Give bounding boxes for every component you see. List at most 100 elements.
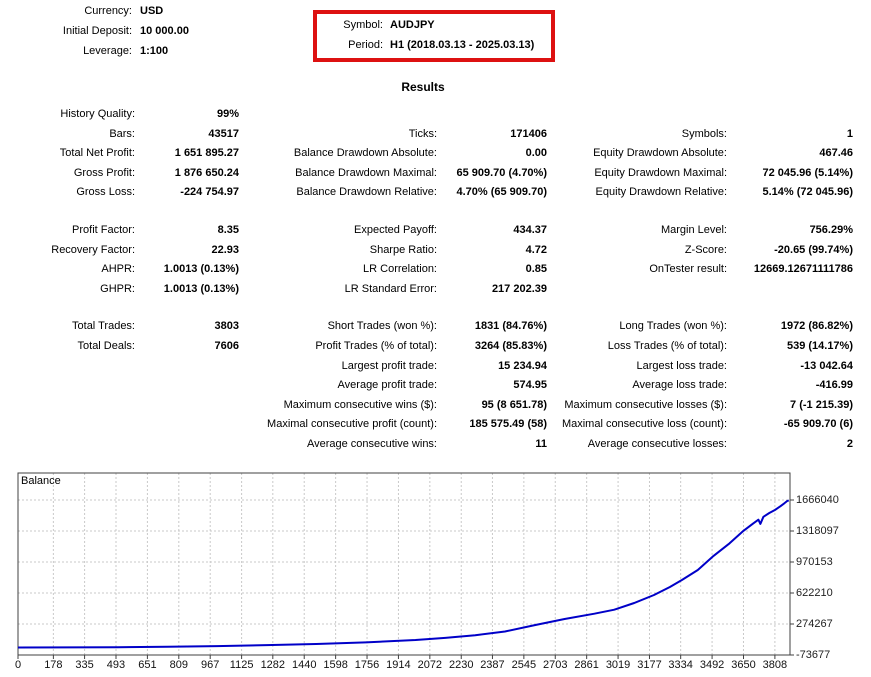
stat-row: Recovery Factor: 22.93 Sharpe Ratio: 4.72 Z-… [0,240,871,260]
stat-row: Average consecutive wins: 11 Average conse… [0,434,871,454]
stat-value: 12669.12671111786 [753,263,853,276]
stat-value: 467.46 [819,147,853,160]
x-axis-tick-label: 2861 [574,659,599,671]
x-axis-tick-label: 335 [75,659,94,671]
stat-value: 185 575.49 (58) [469,418,547,431]
stat-value: 4.72 [525,243,547,256]
stat-label: Total Net Profit: [59,147,135,160]
x-axis-tick-label: 0 [14,659,22,671]
results-title: Results [401,80,445,94]
x-axis-tick-label: 3808 [762,659,788,671]
stat-value: 1 [846,127,853,140]
stat-value: 65 909.70 (4.70%) [456,166,547,179]
y-axis-tick-label: 274267 [796,617,833,630]
stat-label: Loss Trades (% of total): [607,340,727,352]
currency-label: Currency: [84,5,132,17]
x-axis-tick-label: 3177 [637,659,662,671]
stat-label: Maximum consecutive wins ($): [283,398,437,411]
stat-label: Long Trades (won %): [619,320,727,333]
stat-label: Sharpe Ratio: [369,243,437,256]
period-value: H1 (2018.03.13 - 2025.03.13) [390,39,535,51]
stat-value: 574.95 [513,379,547,392]
symbol-row: Symbol: AUDJPY [317,18,551,32]
currency-value: USD [140,5,164,17]
stat-value: 7 (-1 215.39) [790,398,853,411]
y-axis-tick-label: -73677 [796,649,831,661]
initial-deposit-value: 10 000.00 [140,25,189,37]
stat-value: -65 909.70 (6) [783,418,853,431]
stat-value: 22.93 [211,243,239,256]
stat-value: 95 (8 651.78) [481,398,547,411]
stat-value: 1 651 895.27 [174,147,239,160]
chart-series-label: Balance [21,475,61,487]
stat-value: 1 876 650.24 [174,166,239,179]
stat-label: Average profit trade: [337,379,437,392]
stat-label: Average consecutive wins: [306,438,437,450]
x-axis-tick-label: 2387 [480,659,505,671]
x-axis-tick-label: 1598 [323,659,348,671]
stat-value: 1831 (84.76%) [474,320,547,333]
stat-value: -224 754.97 [180,186,239,199]
x-axis-tick-label: 3650 [731,659,756,671]
stat-label: Balance Drawdown Relative: [296,186,437,199]
stat-label: History Quality: [60,108,135,120]
leverage-label: Leverage: [83,45,132,57]
stat-label: Maximal consecutive loss (count): [561,418,727,431]
stat-value: 2 [846,438,853,450]
stat-value: -13 042.64 [800,359,853,372]
stat-value: 1.0013 (0.13%) [163,282,239,295]
stat-label: Symbols: [681,127,727,140]
x-axis-tick-label: 3019 [605,659,631,671]
stat-value: 539 (14.17%) [786,340,853,352]
stat-row: Gross Profit: 1 876 650.24 Balance Drawdow… [0,163,871,183]
stat-label: Bars: [109,127,135,140]
stat-label: Largest loss trade: [636,359,728,372]
period-row: Period: H1 (2018.03.13 - 2025.03.13) [317,38,551,52]
symbol-value: AUDJPY [390,19,435,31]
stat-value: 15 234.94 [498,359,547,372]
x-axis-tick-label: 1125 [229,659,254,671]
stat-label: Total Trades: [72,320,135,333]
x-axis-tick-label: 493 [106,659,126,671]
stat-label: AHPR: [101,263,135,276]
initial-deposit-label: Initial Deposit: [62,25,132,37]
stat-row: Total Net Profit: 1 651 895.27 Balance Dra… [0,143,871,163]
y-axis-tick-label: 970153 [796,556,833,568]
stat-value: 5.14% (72 045.96) [762,186,853,199]
x-axis-tick-label: 1282 [260,659,286,671]
stat-label: Profit Trades (% of total): [315,340,437,352]
x-axis-tick-label: 2230 [448,659,474,671]
stat-label: Total Deals: [77,340,135,352]
balance-plot [17,472,794,659]
x-axis-tick-label: 178 [44,659,63,671]
stat-row: Profit Factor: 8.35 Expected Payoff: 434.37… [0,220,871,240]
stat-value: 434.37 [513,224,547,236]
stat-value: 171406 [510,127,547,140]
stat-row: Largest profit trade: 15 234.94 Largest lo… [0,356,871,376]
stat-row: GHPR: 1.0013 (0.13%) LR Standard Error: 217… [0,279,871,299]
stat-value: 99% [216,108,239,120]
stat-value: 43517 [208,127,239,140]
symbol-label: Symbol: [343,19,383,31]
x-axis-tick-label: 2072 [417,659,443,671]
stat-label: Gross Loss: [76,186,135,199]
stat-row: Bars: 43517 Ticks: 171406 Symbols: 1 [0,124,871,144]
plot-border [17,472,791,656]
stat-row: AHPR: 1.0013 (0.13%) LR Correlation: 0.85 On… [0,259,871,279]
stat-label: Expected Payoff: [354,224,437,236]
stat-label: Ticks: [408,127,437,140]
stat-value: 7606 [214,340,239,352]
x-axis-tick-label: 1440 [291,659,317,671]
x-axis-tick-label: 1756 [354,659,380,671]
x-axis-tick-label: 3492 [699,659,725,671]
leverage-value: 1:100 [140,45,169,57]
stat-label: Maximal consecutive profit (count): [267,418,437,431]
stat-value: 4.70% (65 909.70) [456,186,547,199]
stat-value: -416.99 [815,379,853,392]
stat-value: 756.29% [809,224,853,236]
y-axis-tick-label: 1666040 [796,494,839,506]
stat-value: 8.35 [217,224,239,236]
stat-value: -20.65 (99.74%) [774,243,853,256]
stat-value: 1972 (86.82%) [780,320,853,333]
stat-label: Equity Drawdown Absolute: [593,147,727,160]
